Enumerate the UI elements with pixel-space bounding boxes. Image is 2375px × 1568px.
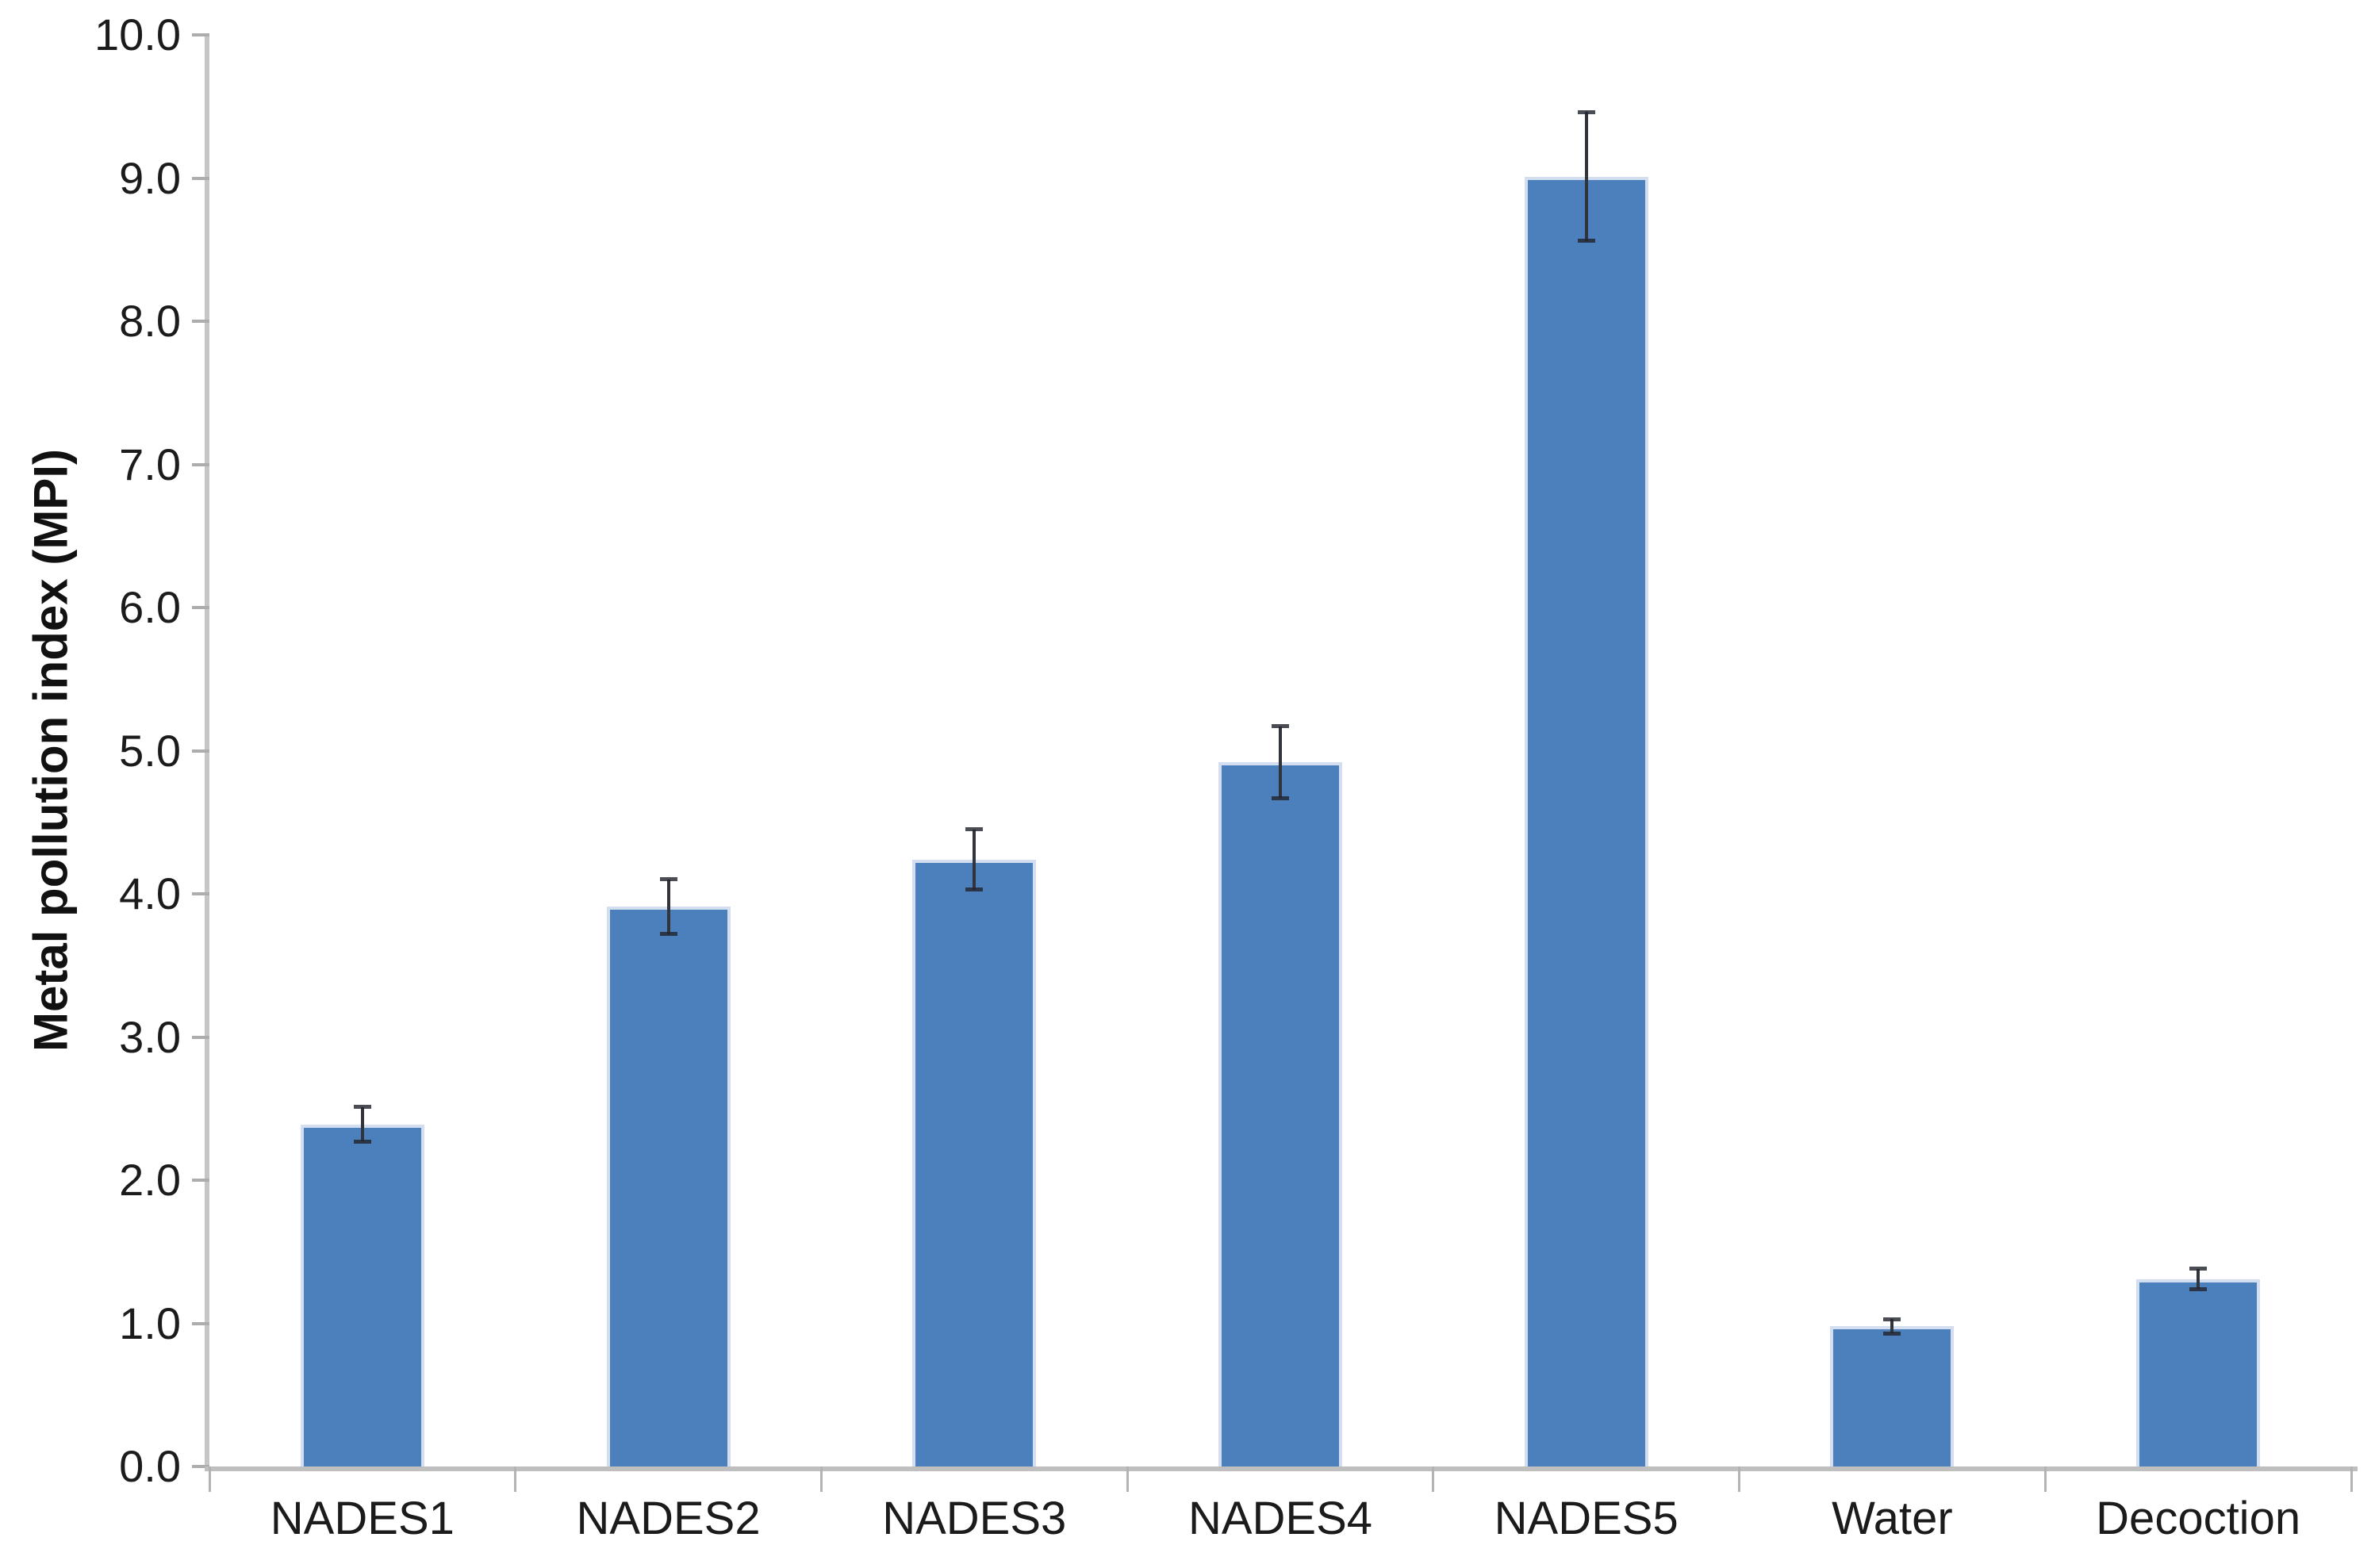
y-tick-mark-6.0: [192, 606, 209, 609]
error-bar-lower-cap-nades1: [353, 1139, 371, 1144]
error-bar-upper-cap-nades3: [965, 827, 984, 832]
y-tick-label-4.0: 4.0: [119, 868, 181, 918]
error-bar-upper-cap-nades5: [1577, 109, 1595, 114]
y-tick-mark-7.0: [192, 462, 209, 466]
x-axis-line: [205, 1466, 2358, 1471]
category-boundary-tick: [1432, 1466, 1435, 1492]
x-tick-label-nades4: NADES4: [1188, 1493, 1373, 1544]
y-axis-line: [205, 35, 209, 1471]
bar-nades3: [912, 859, 1037, 1466]
x-tick-label-water: Water: [1832, 1493, 1953, 1544]
y-tick-mark-10.0: [192, 33, 209, 36]
y-tick-label-9.0: 9.0: [119, 152, 181, 203]
error-bar-nades5: [1584, 112, 1588, 241]
category-boundary-tick: [208, 1466, 211, 1492]
y-tick-label-1.0: 1.0: [119, 1298, 181, 1348]
bar-water: [1830, 1326, 1955, 1466]
y-tick-label-6.0: 6.0: [119, 582, 181, 632]
error-bar-lower-cap-nades3: [965, 888, 984, 892]
error-bar-lower-cap-water: [1883, 1331, 1901, 1336]
category-boundary-tick: [1738, 1466, 1741, 1492]
error-bar-nades3: [973, 829, 976, 890]
error-bar-upper-cap-nades1: [353, 1105, 371, 1110]
error-bar-nades1: [360, 1106, 364, 1142]
x-tick-label-nades2: NADES2: [576, 1493, 761, 1544]
y-tick-label-5.0: 5.0: [119, 725, 181, 776]
y-tick-mark-3.0: [192, 1035, 209, 1039]
bar-nades1: [300, 1124, 424, 1466]
category-boundary-tick: [1126, 1466, 1129, 1492]
y-tick-label-0.0: 0.0: [119, 1441, 181, 1491]
error-bar-nades4: [1279, 726, 1282, 799]
error-bar-lower-cap-decoction: [2189, 1286, 2208, 1291]
category-boundary-tick: [2350, 1466, 2353, 1492]
bar-nades5: [1524, 176, 1648, 1466]
y-tick-label-7.0: 7.0: [119, 439, 181, 489]
y-tick-mark-0.0: [192, 1465, 209, 1468]
y-tick-mark-1.0: [192, 1321, 209, 1325]
x-tick-label-nades5: NADES5: [1494, 1493, 1679, 1544]
error-bar-lower-cap-nades2: [659, 932, 677, 937]
error-bar-upper-cap-nades4: [1272, 724, 1289, 729]
error-bar-lower-cap-nades4: [1272, 796, 1289, 800]
bar-nades2: [606, 907, 731, 1466]
bar-nades4: [1218, 761, 1342, 1466]
error-bar-nades2: [666, 879, 670, 934]
y-tick-mark-9.0: [192, 176, 209, 180]
category-boundary-tick: [514, 1466, 517, 1492]
y-tick-mark-5.0: [192, 749, 209, 753]
x-tick-label-decoction: Decoction: [2096, 1493, 2301, 1544]
error-bar-upper-cap-water: [1883, 1317, 1901, 1321]
category-boundary-tick: [2043, 1466, 2047, 1492]
error-bar-upper-cap-nades2: [659, 877, 677, 882]
x-tick-label-nades1: NADES1: [270, 1493, 455, 1544]
y-tick-mark-8.0: [192, 320, 209, 323]
y-tick-label-2.0: 2.0: [119, 1155, 181, 1205]
y-tick-label-8.0: 8.0: [119, 296, 181, 346]
error-bar-upper-cap-decoction: [2189, 1267, 2208, 1271]
y-tick-mark-4.0: [192, 892, 209, 895]
x-tick-label-nades3: NADES3: [882, 1493, 1067, 1544]
error-bar-decoction: [2197, 1268, 2200, 1290]
category-boundary-tick: [819, 1466, 823, 1492]
error-bar-lower-cap-nades5: [1577, 239, 1595, 243]
y-tick-label-3.0: 3.0: [119, 1011, 181, 1062]
bar-decoction: [2136, 1279, 2261, 1466]
y-tick-label-10.0: 10.0: [94, 10, 181, 59]
y-tick-mark-2.0: [192, 1179, 209, 1182]
error-bar-water: [1890, 1319, 1894, 1334]
